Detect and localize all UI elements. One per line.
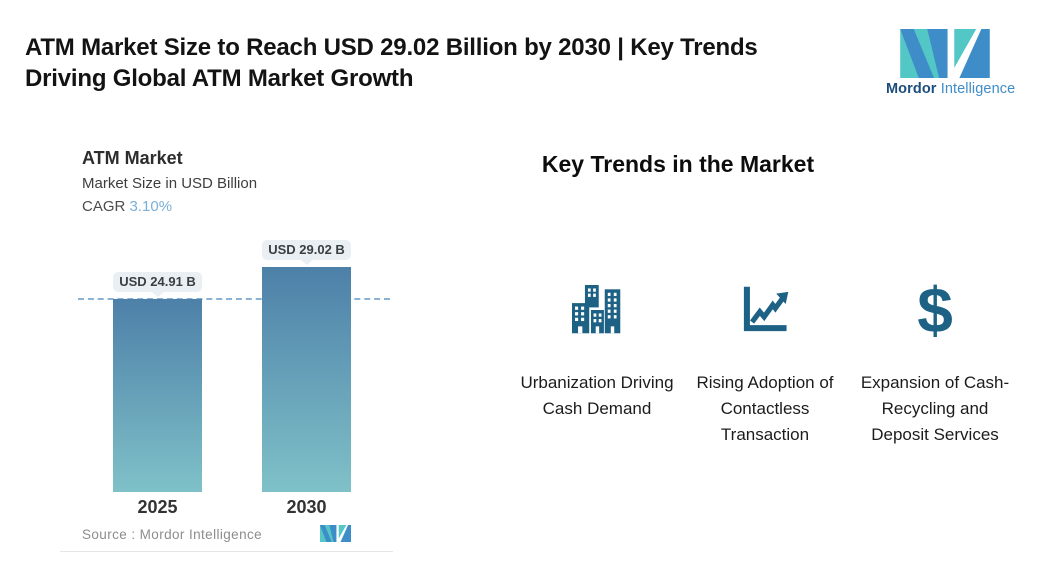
trends-heading: Key Trends in the Market [541,151,815,177]
value-badge-2025: USD 24.91 B [113,272,202,297]
chart-cagr: CAGR 3.10% [82,198,172,215]
x-axis-label-2025: 2025 [137,497,178,517]
rising-line-chart-icon [681,278,849,342]
x-axis-label-2030: 2030 [286,497,327,517]
page-title: ATM Market Size to Reach USD 29.02 Billi… [25,32,865,94]
source-label: Source : [82,527,136,542]
brand-word-intelligence: Intelligence [940,81,1016,97]
trend-label: Urbanization Driving Cash Demand [520,373,674,418]
trend-label: Expansion of Cash-Recycling and Deposit … [860,373,1010,444]
source-line: Source : Mordor Intelligence [82,527,262,542]
card-bottom-divider [60,551,393,552]
dollar-sign-icon: $ [917,274,953,346]
bar-2030 [262,267,351,492]
bar-2025 [113,299,202,492]
mordor-intelligence-logo-small-icon [320,525,351,542]
market-size-chart-card: ATM Market Market Size in USD Billion CA… [60,130,393,570]
brand-wordmark: Mordor Intelligence [886,81,1015,97]
mordor-intelligence-logo-icon [900,29,990,78]
city-buildings-icon [513,278,681,342]
chart-title: ATM Market [82,148,183,168]
trend-item-urbanization: Urbanization Driving Cash Demand [513,278,681,422]
cagr-label: CAGR [82,198,126,215]
cagr-value: 3.10% [129,198,173,215]
dashed-reference-line [78,298,390,300]
trend-item-contactless: Rising Adoption of Contactless Transacti… [681,278,849,448]
page-title-line1: ATM Market Size to Reach USD 29.02 Billi… [25,34,758,61]
chart-subtitle: Market Size in USD Billion [82,175,258,192]
trend-label: Rising Adoption of Contactless Transacti… [696,373,834,444]
value-badge-2030: USD 29.02 B [262,240,351,265]
page-title-line2: Driving Global ATM Market Growth [25,65,414,92]
mordor-intelligence-logo: Mordor Intelligence [886,29,1015,97]
source-value: Mordor Intelligence [139,527,263,542]
trend-item-cash-recycling: $ Expansion of Cash-Recycling and Deposi… [851,278,1019,448]
brand-word-mordor: Mordor [886,81,937,97]
